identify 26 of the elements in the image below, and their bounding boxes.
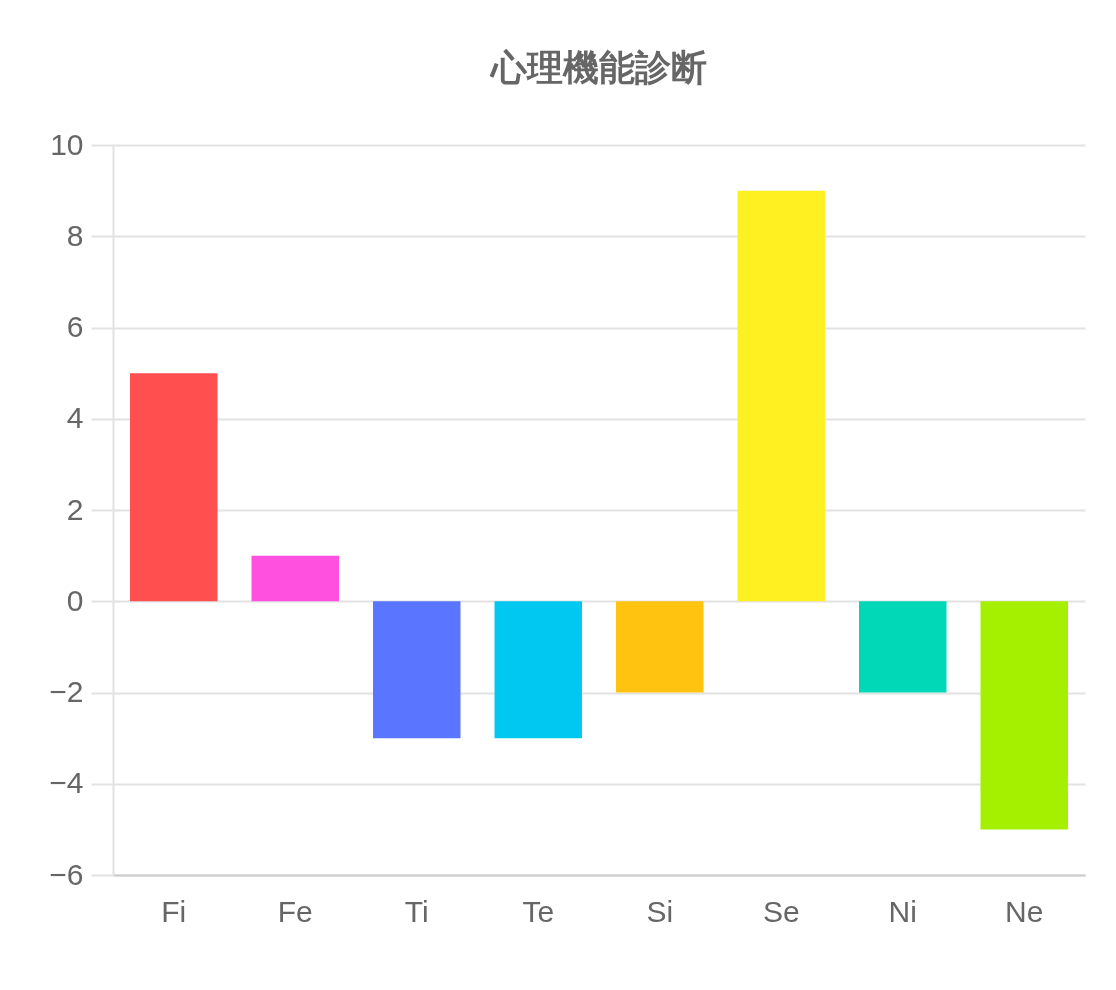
y-tick-label: 0: [66, 583, 84, 617]
y-tick-label: −2: [49, 675, 84, 708]
x-tick-label: Ni: [888, 894, 917, 928]
bar: [980, 601, 1068, 830]
x-tick-label: Fe: [277, 894, 313, 928]
bar: [130, 373, 218, 602]
bar: [373, 601, 461, 739]
x-tick-label: Ti: [404, 894, 429, 928]
bar: [859, 601, 947, 693]
y-tick-label: −6: [49, 857, 84, 891]
y-tick-label: 2: [66, 492, 84, 526]
bar: [494, 601, 582, 739]
x-tick-label: Ne: [1005, 894, 1044, 928]
bar: [737, 190, 825, 602]
y-tick-label: 4: [66, 401, 84, 435]
y-tick-label: 6: [66, 310, 84, 343]
x-tick-label: Te: [522, 894, 555, 928]
x-tick-label: Fi: [161, 894, 187, 928]
bar: [616, 601, 704, 693]
bar: [251, 555, 339, 602]
y-tick-label: 10: [50, 127, 84, 161]
y-tick-label: 8: [66, 218, 84, 252]
chart-title: 心理機能診断: [489, 47, 707, 88]
x-tick-label: Si: [646, 894, 674, 928]
y-tick-label: −4: [49, 766, 84, 800]
x-tick-label: Se: [762, 894, 800, 928]
